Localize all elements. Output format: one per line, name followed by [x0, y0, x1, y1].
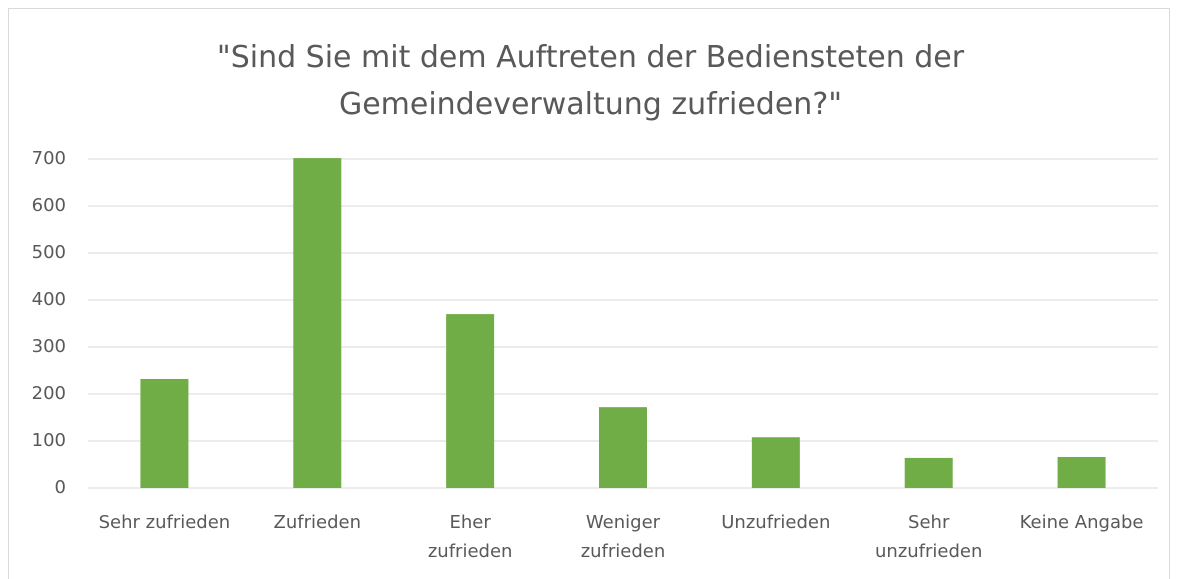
x-tick-label: Weniger zufrieden — [580, 512, 666, 562]
y-tick-label: 0 — [55, 477, 66, 498]
bar — [751, 437, 800, 488]
y-tick-label: 100 — [32, 430, 66, 451]
bar — [293, 158, 342, 488]
bar — [140, 378, 189, 488]
x-tick-label: Eher zufrieden — [427, 512, 513, 562]
y-tick-label: 200 — [32, 383, 66, 404]
y-tick-label: 300 — [32, 336, 66, 357]
bar — [1057, 456, 1106, 488]
x-tick-label: Sehr unzufrieden — [875, 512, 983, 562]
x-tick-label: Unzufrieden — [721, 512, 831, 533]
x-tick-label: Sehr zufrieden — [98, 512, 231, 533]
bar — [599, 407, 647, 488]
chart-title: "Sind Sie mit dem Auftreten der Bedienst… — [216, 40, 965, 122]
bar — [446, 314, 495, 488]
bar — [904, 457, 953, 488]
y-tick-label: 500 — [32, 242, 66, 263]
x-tick-label: Zufrieden — [273, 512, 362, 533]
y-tick-label: 600 — [32, 195, 66, 216]
x-tick-label: Keine Angabe — [1019, 512, 1144, 533]
chart-frame — [8, 8, 1170, 579]
y-tick-label: 400 — [32, 289, 66, 310]
y-tick-label: 700 — [32, 148, 66, 169]
